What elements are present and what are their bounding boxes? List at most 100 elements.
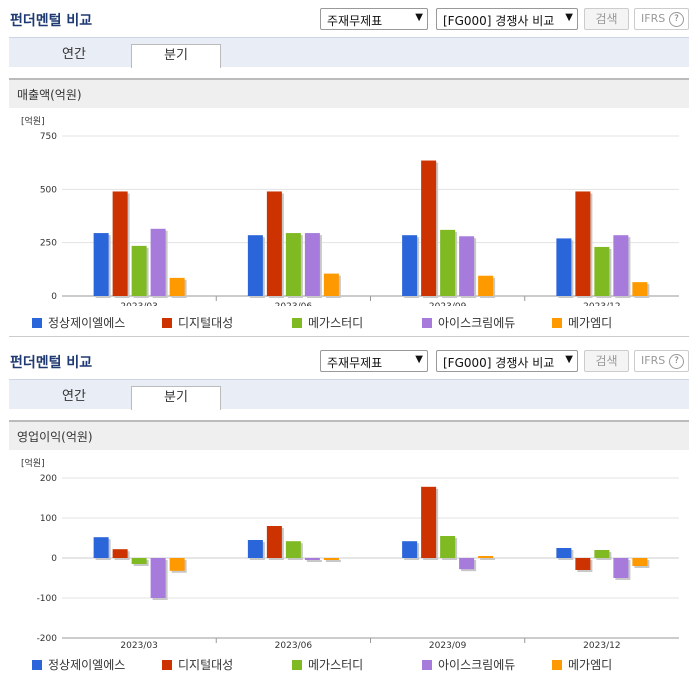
legend-label: 메가스터디 — [308, 658, 364, 672]
legend-item[interactable]: 정상제이엘에스 — [32, 314, 125, 331]
x-tick-label: 2023/03 — [120, 641, 157, 651]
tab-quarterly[interactable]: 분기 — [131, 386, 221, 410]
report-select-value: 주재무제표 — [327, 356, 383, 370]
bar — [112, 549, 128, 558]
legend-item[interactable]: 디지털대성 — [162, 314, 233, 331]
bar — [459, 558, 475, 570]
bar — [112, 191, 128, 296]
peer-select-value: [FG000] 경쟁사 비교 — [443, 356, 555, 370]
unit-label: [억원] — [21, 115, 45, 127]
bar — [575, 191, 591, 296]
chevron-down-icon: ▼ — [415, 12, 423, 23]
bar — [93, 537, 109, 558]
legend-swatch — [422, 660, 432, 670]
chart-heading: 영업이익(억원) — [9, 420, 689, 450]
bar — [247, 540, 263, 558]
legend-label: 정상제이엘에스 — [48, 316, 126, 330]
chevron-down-icon: ▼ — [565, 354, 573, 365]
report-select[interactable]: 주재무제표 ▼ — [320, 350, 428, 372]
bar-shadow — [325, 560, 341, 562]
legend-item[interactable]: 디지털대성 — [162, 656, 233, 673]
bar — [93, 233, 109, 296]
panel-header: 펀더멘털 비교 주재무제표 ▼ [FG000] 경쟁사 비교 ▼ 검색 IFRS… — [0, 342, 696, 378]
chart-heading-label: 영업이익(억원) — [17, 430, 93, 444]
legend-swatch — [32, 318, 42, 328]
operating-profit-bar-chart: [억원] -200 -100 0 100 200 2023/03 2023/06 2023/09… — [21, 457, 679, 651]
help-icon[interactable]: ? — [669, 354, 684, 369]
x-tick-label: 2023/09 — [429, 302, 467, 306]
chevron-down-icon: ▼ — [565, 12, 573, 23]
ifrs-label: IFRS — [641, 12, 666, 25]
legend-swatch — [552, 318, 562, 328]
bar — [613, 558, 629, 578]
bar-shadow — [306, 560, 322, 562]
peer-select-value: [FG000] 경쟁사 비교 — [443, 14, 555, 28]
bar — [304, 233, 320, 296]
bar — [478, 275, 494, 296]
peer-select[interactable]: [FG000] 경쟁사 비교 ▼ — [436, 8, 578, 30]
ifrs-button[interactable]: IFRS ? — [634, 8, 689, 30]
panel-header: 펀더멘털 비교 주재무제표 ▼ [FG000] 경쟁사 비교 ▼ 검색 IFRS… — [0, 0, 696, 36]
tab-annual[interactable]: 연간 — [62, 47, 86, 62]
report-select[interactable]: 주재무제표 ▼ — [320, 8, 428, 30]
y-tick-label: 0 — [51, 554, 57, 564]
legend-swatch — [162, 660, 172, 670]
legend-label: 디지털대성 — [178, 316, 234, 330]
bar — [266, 191, 282, 296]
unit-label: [억원] — [21, 457, 45, 469]
bar — [459, 236, 475, 296]
x-tick-label: 2023/09 — [429, 641, 467, 651]
period-tabs: 연간 분기 — [9, 379, 689, 410]
search-button[interactable]: 검색 — [584, 8, 629, 30]
fundamental-panel-operating-profit: 펀더멘털 비교 주재무제표 ▼ [FG000] 경쟁사 비교 ▼ 검색 IFRS… — [0, 342, 696, 684]
bar — [556, 548, 572, 558]
legend-swatch — [422, 318, 432, 328]
bar — [247, 235, 263, 296]
legend-item[interactable]: 아이스크림에듀 — [422, 656, 515, 673]
bar — [594, 246, 610, 296]
legend-item[interactable]: 정상제이엘에스 — [32, 656, 125, 673]
y-tick-label: 500 — [40, 185, 57, 195]
bar — [266, 526, 282, 558]
chart-legend: 정상제이엘에스 디지털대성 메가스터디 아이스크림에듀 메가엠디 — [32, 656, 672, 672]
bar — [285, 541, 301, 558]
bar — [285, 233, 301, 296]
legend-swatch — [292, 660, 302, 670]
y-tick-label: -200 — [37, 634, 58, 644]
legend-item[interactable]: 아이스크림에듀 — [422, 314, 515, 331]
y-tick-label: 100 — [40, 514, 57, 524]
bar — [323, 273, 339, 296]
legend-item[interactable]: 메가엠디 — [552, 314, 612, 331]
tab-quarterly[interactable]: 분기 — [131, 44, 221, 68]
bar — [594, 550, 610, 558]
legend-label: 디지털대성 — [178, 658, 234, 672]
legend-label: 정상제이엘에스 — [48, 658, 126, 672]
bar — [169, 277, 185, 296]
tab-annual[interactable]: 연간 — [62, 389, 86, 404]
legend-item[interactable]: 메가스터디 — [292, 314, 363, 331]
help-icon[interactable]: ? — [669, 12, 684, 27]
bar — [478, 556, 494, 558]
peer-select[interactable]: [FG000] 경쟁사 비교 ▼ — [436, 350, 578, 372]
bar — [556, 238, 572, 296]
bar — [150, 228, 166, 296]
x-tick-label: 2023/06 — [275, 302, 313, 306]
panel-title: 펀더멘털 비교 — [10, 355, 93, 371]
legend-label: 아이스크림에듀 — [438, 316, 516, 330]
bar — [421, 486, 437, 558]
legend-label: 메가스터디 — [308, 316, 364, 330]
legend-item[interactable]: 메가스터디 — [292, 656, 363, 673]
chart-heading: 매출액(억원) — [9, 78, 689, 108]
legend-item[interactable]: 메가엠디 — [552, 656, 612, 673]
legend-swatch — [162, 318, 172, 328]
legend-swatch — [552, 660, 562, 670]
fundamental-panel-sales: 펀더멘털 비교 주재무제표 ▼ [FG000] 경쟁사 비교 ▼ 검색 IFRS… — [0, 0, 696, 340]
chart-legend: 정상제이엘에스 디지털대성 메가스터디 아이스크림에듀 메가엠디 — [32, 314, 672, 330]
ifrs-button[interactable]: IFRS ? — [634, 350, 689, 372]
bar — [613, 235, 629, 296]
chart-heading-label: 매출액(억원) — [17, 88, 82, 102]
search-button[interactable]: 검색 — [584, 350, 629, 372]
bar — [421, 160, 437, 296]
panel-title: 펀더멘털 비교 — [10, 13, 93, 29]
ifrs-label: IFRS — [641, 354, 666, 367]
